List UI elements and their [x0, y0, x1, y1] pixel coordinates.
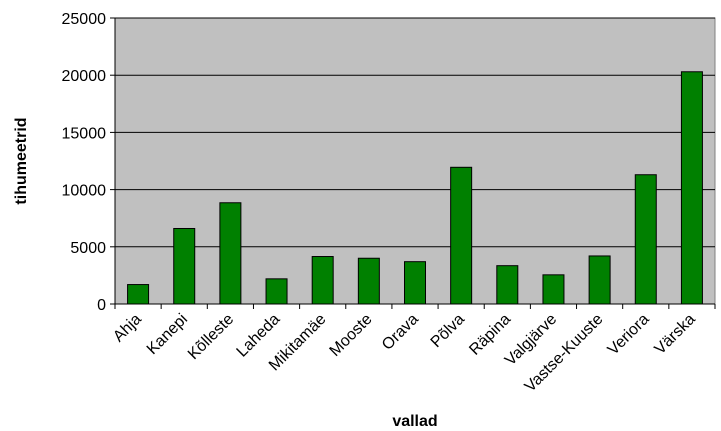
bar	[265, 278, 288, 305]
bar	[588, 255, 611, 305]
y-tick-label: 0	[97, 297, 106, 314]
x-tick-label: Ahja	[110, 311, 145, 346]
y-tick-label: 15000	[62, 125, 107, 142]
bar	[357, 257, 380, 305]
bar	[542, 274, 565, 305]
x-axis-title: vallad	[392, 413, 437, 430]
x-tick-label: Põlva	[428, 311, 468, 351]
y-axis-title: tihumeetrid	[13, 117, 30, 204]
bar	[404, 261, 426, 305]
bar	[634, 174, 657, 305]
plot-area	[114, 17, 716, 305]
y-tick-label: 25000	[62, 11, 107, 28]
bar	[127, 284, 150, 305]
y-axis-ticks: 0 5000 10000 15000 20000 25000	[62, 11, 115, 314]
y-tick-label: 20000	[62, 68, 107, 85]
x-tick-label: Veriora	[605, 311, 653, 359]
x-tick-label: Orava	[379, 311, 422, 354]
bar	[173, 227, 196, 305]
y-tick-label: 10000	[62, 183, 107, 200]
bar	[311, 256, 334, 305]
bar	[496, 265, 519, 305]
y-tick-label: 5000	[70, 240, 106, 257]
bar	[680, 71, 703, 305]
bar	[219, 202, 242, 305]
x-tick-label: Kõlleste	[185, 311, 237, 363]
gridlines	[115, 17, 715, 248]
bar	[450, 166, 473, 305]
x-tick-label: Värska	[652, 311, 699, 358]
x-tick-label: Mooste	[327, 311, 376, 360]
